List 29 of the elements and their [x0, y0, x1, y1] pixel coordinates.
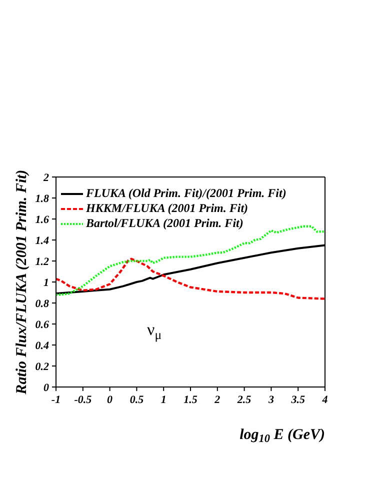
y-tick-label: 1.8 — [35, 192, 50, 205]
y-tick-label: 1.2 — [35, 256, 50, 268]
x-tick-label: -0.5 — [74, 394, 92, 406]
x-tick-label: -1 — [51, 394, 61, 406]
y-tick-label: 0.2 — [35, 360, 50, 373]
x-tick-label: 0 — [107, 394, 114, 406]
x-tick-label: 2 — [214, 394, 221, 406]
y-tick-label: 1 — [44, 276, 49, 289]
x-tick-label: 4 — [321, 394, 328, 406]
y-tick-label: 0 — [44, 382, 50, 394]
x-tick-label: 1 — [160, 394, 166, 406]
legend-label: Bartol/FLUKA (2001 Prim. Fit) — [86, 216, 244, 231]
legend-label: FLUKA (Old Prim. Fit)/(2001 Prim. Fit) — [86, 186, 286, 201]
y-tick-label: 0.4 — [35, 340, 50, 352]
legend-label: HKKM/FLUKA (2001 Prim. Fit) — [86, 201, 248, 216]
x-tick-label: 3 — [267, 394, 274, 406]
line-series — [56, 258, 325, 300]
x-axis-title: log$_{10}$ E (GeV) — [240, 427, 325, 446]
y-tick-label: 2 — [42, 172, 50, 184]
annotation: ν$_{μ}$ — [147, 320, 162, 342]
x-tick-label: 2.5 — [236, 394, 252, 406]
x-tick-label: 0.5 — [130, 394, 144, 406]
y-tick-label: 0.6 — [35, 318, 50, 331]
y-tick-label: 1.4 — [35, 234, 50, 247]
y-tick-label: 1.6 — [35, 214, 50, 226]
y-tick-label: 0.8 — [35, 298, 50, 310]
y-axis-title: Ratio Flux/FLUKA (2001 Prim. Fit) — [14, 170, 30, 396]
x-tick-label: 1.5 — [184, 394, 198, 406]
x-tick-label: 3.5 — [290, 394, 306, 406]
